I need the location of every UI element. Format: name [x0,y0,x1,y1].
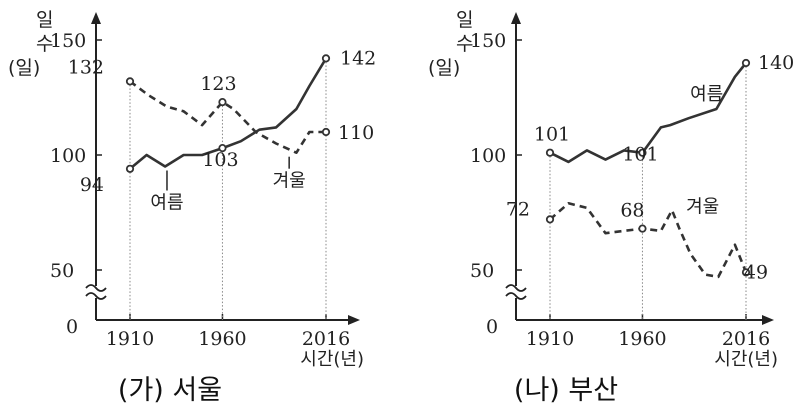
series-line-winter-seoul [129,80,326,154]
y-tick-label-50-busan: 50 [470,260,494,282]
chart-title-seoul: (가) 서울 [117,375,223,406]
x-axis-label-busan: 시간(년) [714,349,778,370]
data-point-summer-1910-busan [545,148,555,157]
x-axis-label-seoul: 시간(년) [300,349,364,370]
y-label-char1-seoul: 일 [36,9,53,31]
data-point-winter-1910-seoul [125,77,135,86]
y-tick-label-0-busan: 0 [486,316,498,338]
series-label-summer-seoul: 여름 [150,193,183,214]
data-point-summer-1960-seoul [218,144,227,153]
y-tick-label-50-seoul: 50 [50,260,74,282]
y-tick-label-150-seoul: 150 [50,30,86,52]
data-point-winter-1960-seoul [218,98,227,107]
y-label-char1-busan: 일 [456,9,473,31]
x-tick-label-1910-seoul: 1910 [106,328,154,350]
data-label-summer-1910-seoul: 94 [80,174,104,196]
axis-break-upper-seoul [85,284,107,292]
axis-break-lower-seoul [85,292,107,300]
y-label-unit-busan: (일) [428,57,460,79]
x-tick-label-2016-seoul: 2016 [302,328,350,350]
series-line-winter-busan [549,202,748,279]
series-label-summer-busan: 여름 [690,84,723,105]
data-label-summer-2016-busan: 140 [758,52,793,74]
y-tick-label-100-busan: 100 [470,145,506,167]
data-label-winter-2016-busan: 49 [744,261,768,283]
y-label-char2-busan: 수 [456,33,473,55]
x-tick-label-1910-busan: 1910 [526,328,574,350]
y-label-char2-seoul: 수 [36,33,53,55]
series-line-summer-seoul [129,57,328,170]
axis-break-upper-busan [505,284,527,292]
x-tick-label-2016-busan: 2016 [722,328,770,350]
data-label-winter-2016-seoul: 110 [338,122,374,144]
series-line-summer-busan [549,62,748,164]
data-point-winter-2016-busan [741,268,751,277]
x-axis-arrow-seoul [348,315,360,325]
data-point-winter-1910-busan [545,215,555,224]
data-label-winter-1910-busan: 72 [506,198,530,220]
axis-break-lower-busan [505,292,527,300]
data-point-summer-2016-seoul [321,54,331,63]
data-label-summer-2016-seoul: 142 [340,47,376,69]
data-point-summer-1960-busan [638,148,647,157]
data-point-summer-2016-busan [741,58,751,68]
chart-title-busan: (나) 부산 [513,375,619,406]
x-tick-label-1960-seoul: 1960 [198,328,246,350]
x-axis-arrow-busan [762,315,774,325]
y-tick-label-100-seoul: 100 [50,145,86,167]
series-label-winter-seoul: 겨울 [273,171,306,192]
y-tick-label-0-seoul: 0 [66,316,78,338]
data-point-winter-2016-seoul [321,127,331,137]
y-axis-arrow-seoul [91,12,101,24]
data-label-summer-1960-busan: 101 [622,144,658,166]
data-label-summer-1960-seoul: 103 [202,149,238,171]
series-label-winter-busan: 겨울 [686,197,719,218]
data-point-winter-1960-busan [638,224,647,233]
chart-panel-seoul: 일 수 (일) 150 100 50 0 1910 1960 2016 시간(년) 94 103 142 1… [0,0,396,414]
data-label-winter-1960-busan: 68 [620,200,644,222]
y-axis-arrow-busan [511,12,521,24]
data-label-summer-1910-busan: 101 [534,124,570,146]
x-tick-label-1960-busan: 1960 [618,328,666,350]
data-label-winter-1910-seoul: 132 [68,56,104,78]
data-point-summer-1910-seoul [125,164,135,173]
data-label-winter-1960-seoul: 123 [200,73,236,95]
y-label-unit-seoul: (일) [8,57,40,79]
chart-panel-busan: 일 수 (일) 150 100 50 0 1910 1960 2016 시간(년) 101 101 140… [396,0,793,414]
y-tick-label-150-busan: 150 [470,30,506,52]
